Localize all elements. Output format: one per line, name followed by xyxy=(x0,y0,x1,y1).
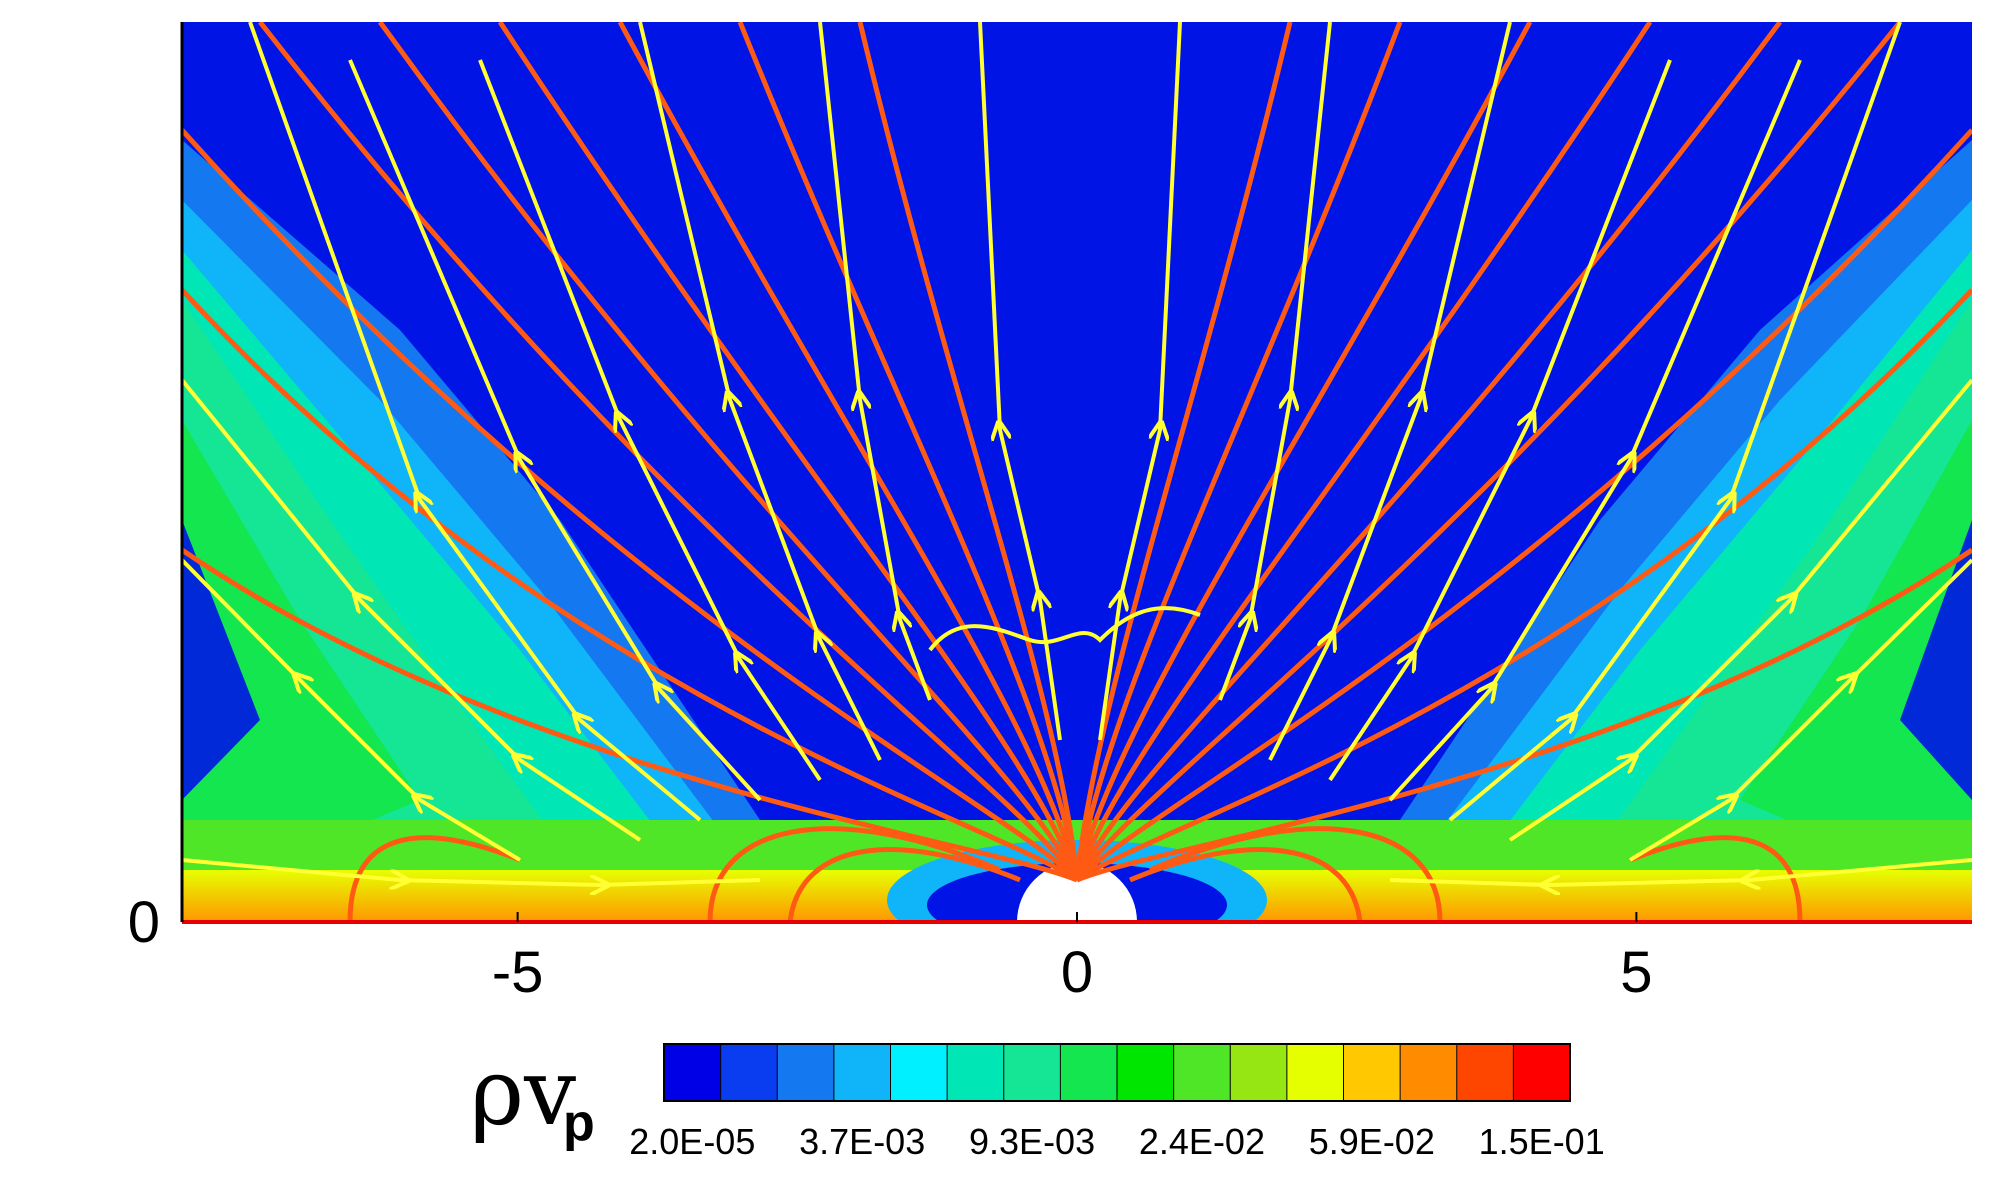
colorbar-tick-label: 2.4E-02 xyxy=(1139,1121,1265,1162)
streamlines xyxy=(182,22,1972,885)
y-tick-label: 0 xyxy=(128,890,160,955)
colorbar-tick-label: 9.3E-03 xyxy=(969,1121,1095,1162)
colorbar-title: ρv xyxy=(470,1039,576,1146)
colorbar-swatch xyxy=(1060,1044,1118,1101)
x-axis-ticks: -5 0 5 xyxy=(492,912,1653,1005)
colorbar-swatch xyxy=(1173,1044,1231,1101)
colorbar-swatch xyxy=(947,1044,1005,1101)
colorbar-frame xyxy=(663,1043,1571,1102)
colorbar-tick-label: 2.0E-05 xyxy=(629,1121,755,1162)
colorbar-swatches xyxy=(664,1044,1571,1101)
colorbar-swatch xyxy=(890,1044,948,1101)
central-body xyxy=(1017,862,1137,922)
colorbar-swatch xyxy=(664,1044,722,1101)
y-axis-ticks: 0 xyxy=(128,890,160,955)
colorbar-swatch xyxy=(1003,1044,1061,1101)
colorbar-swatch xyxy=(777,1044,835,1101)
colorbar-swatch xyxy=(1230,1044,1288,1101)
colorbar-tick-label: 3.7E-03 xyxy=(799,1121,925,1162)
colorbar-swatch xyxy=(720,1044,778,1101)
x-tick-label: -5 xyxy=(492,940,544,1005)
colorbar-swatch xyxy=(1117,1044,1175,1101)
colorbar-swatch xyxy=(1286,1044,1344,1101)
colorbar-swatch xyxy=(1456,1044,1514,1101)
x-tick-label: 0 xyxy=(1061,940,1093,1005)
plot-area xyxy=(182,22,1972,922)
colorbar-tick-label: 1.5E-01 xyxy=(1479,1121,1605,1162)
x-tick-label: 5 xyxy=(1620,940,1652,1005)
colorbar-swatch xyxy=(1400,1044,1458,1101)
colorbar-labels: 2.0E-05 3.7E-03 9.3E-03 2.4E-02 5.9E-02 1.5E-… xyxy=(629,1121,1604,1162)
colorbar-tick-label: 5.9E-02 xyxy=(1309,1121,1435,1162)
colorbar-swatch xyxy=(1343,1044,1401,1101)
colorbar-swatch xyxy=(1513,1044,1571,1101)
colorbar-swatch xyxy=(833,1044,891,1101)
colorbar-title-subscript: p xyxy=(563,1094,595,1152)
colorbar: ρv p 2.0E-05 3.7E-03 9.3E-03 2.4E-02 5.9E-02… xyxy=(470,1039,1605,1162)
